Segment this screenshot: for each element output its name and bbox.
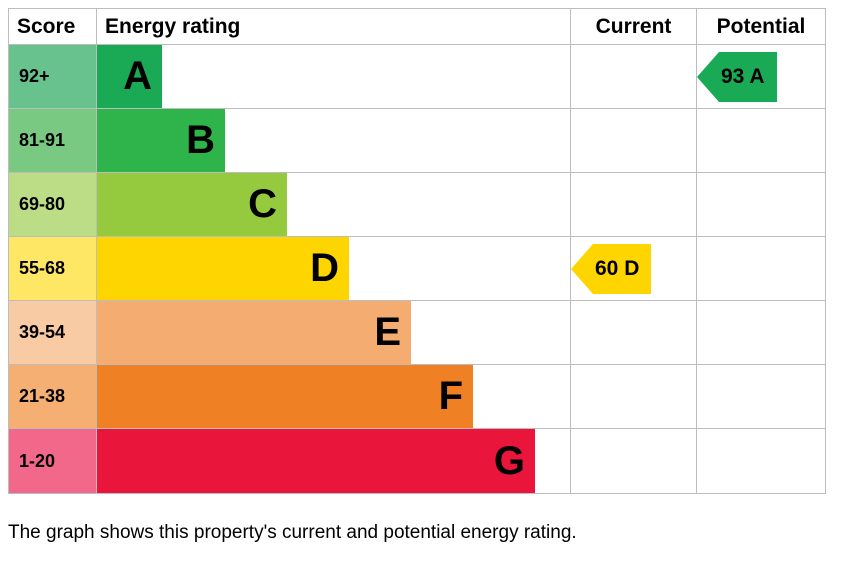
header-score: Score (9, 9, 97, 44)
potential-cell (697, 109, 825, 172)
rating-letter: A (123, 54, 152, 99)
rating-cell: C (97, 173, 571, 236)
current-cell (571, 429, 697, 493)
rating-cell: G (97, 429, 571, 493)
rating-letter: C (248, 182, 277, 227)
rating-cell: A (97, 45, 571, 108)
band-row: 39-54 E (9, 301, 825, 365)
score-cell: 92+ (9, 45, 97, 108)
epc-energy-chart: Score Energy rating Current Potential 92… (8, 8, 826, 494)
potential-cell (697, 173, 825, 236)
band-row: 21-38 F (9, 365, 825, 429)
rating-cell: E (97, 301, 571, 364)
potential-cell: 93 A (697, 45, 825, 108)
score-cell: 81-91 (9, 109, 97, 172)
rating-letter: F (439, 374, 463, 419)
band-row: 55-68 D 60 D (9, 237, 825, 301)
rows-container: 92+ A 93 A 81-91 B 69-80 C 55-68 D 60 D 39-54 E 21-3… (9, 45, 825, 493)
rating-cell: B (97, 109, 571, 172)
current-cell (571, 365, 697, 428)
potential-pointer: 93 A (697, 52, 777, 102)
current-cell (571, 45, 697, 108)
pointer-arrow-icon (697, 52, 719, 102)
potential-cell (697, 301, 825, 364)
header-row: Score Energy rating Current Potential (9, 9, 825, 45)
band-row: 1-20 G (9, 429, 825, 493)
rating-letter: D (310, 246, 339, 291)
header-current: Current (571, 9, 697, 44)
chart-caption: The graph shows this property's current … (8, 522, 846, 544)
potential-cell (697, 237, 825, 300)
pointer-label: 93 A (719, 52, 777, 102)
rating-bar: B (97, 109, 225, 172)
score-cell: 21-38 (9, 365, 97, 428)
rating-bar: A (97, 45, 162, 108)
score-cell: 55-68 (9, 237, 97, 300)
current-pointer: 60 D (571, 244, 651, 294)
rating-cell: D (97, 237, 571, 300)
score-cell: 39-54 (9, 301, 97, 364)
current-cell: 60 D (571, 237, 697, 300)
score-cell: 1-20 (9, 429, 97, 493)
potential-cell (697, 429, 825, 493)
band-row: 81-91 B (9, 109, 825, 173)
rating-letter: E (374, 310, 401, 355)
header-potential: Potential (697, 9, 825, 44)
current-cell (571, 109, 697, 172)
current-cell (571, 173, 697, 236)
header-rating: Energy rating (97, 9, 571, 44)
pointer-arrow-icon (571, 244, 593, 294)
rating-letter: B (186, 118, 215, 163)
potential-cell (697, 365, 825, 428)
band-row: 92+ A 93 A (9, 45, 825, 109)
rating-bar: F (97, 365, 473, 428)
rating-letter: G (494, 439, 525, 484)
rating-bar: G (97, 429, 535, 493)
rating-bar: E (97, 301, 411, 364)
pointer-label: 60 D (593, 244, 651, 294)
rating-cell: F (97, 365, 571, 428)
rating-bar: C (97, 173, 287, 236)
rating-bar: D (97, 237, 349, 300)
score-cell: 69-80 (9, 173, 97, 236)
band-row: 69-80 C (9, 173, 825, 237)
current-cell (571, 301, 697, 364)
